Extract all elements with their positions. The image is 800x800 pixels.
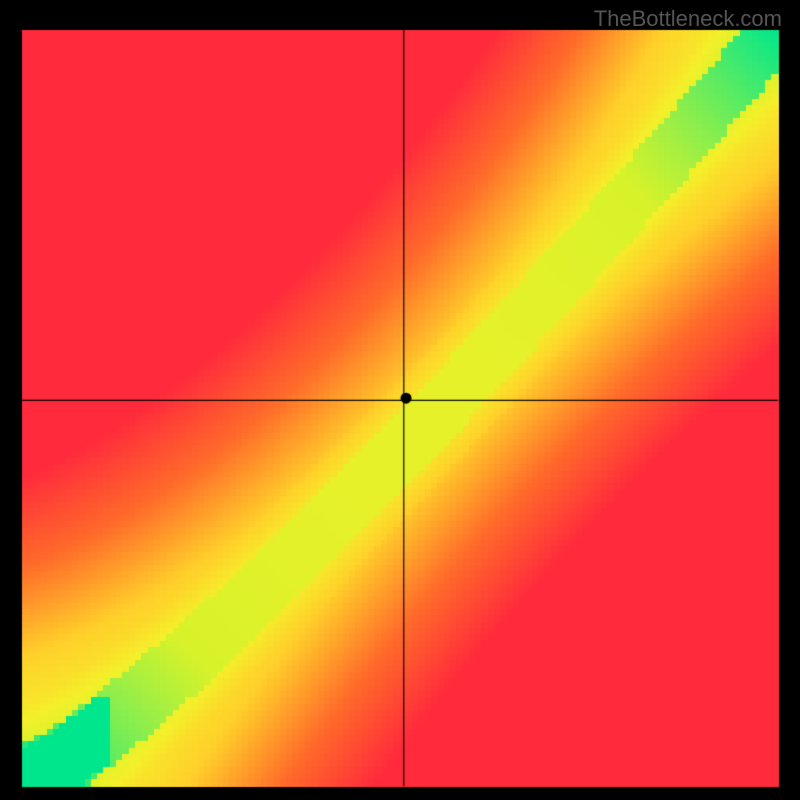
- watermark-text: TheBottleneck.com: [594, 6, 782, 32]
- chart-container: TheBottleneck.com: [0, 0, 800, 800]
- heatmap-canvas: [0, 0, 800, 800]
